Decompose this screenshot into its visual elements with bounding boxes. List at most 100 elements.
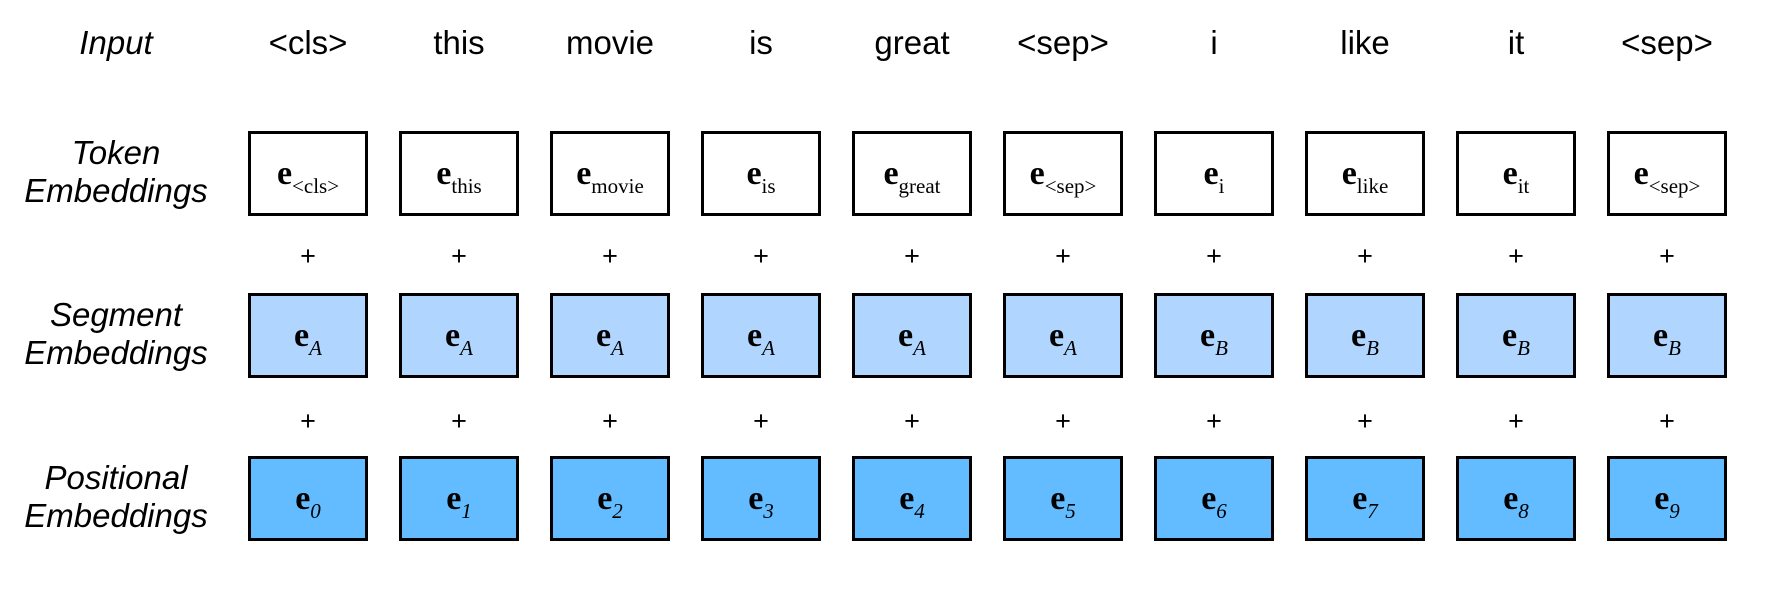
segment-embedding-symbol: e	[1049, 316, 1065, 354]
positional-embedding-subscript: 3	[763, 498, 774, 523]
positional-embedding-symbol: e	[1503, 479, 1519, 517]
plus-sign: +	[300, 241, 316, 271]
input-token: movie	[565, 24, 655, 61]
positional-embedding-box: e5	[1003, 456, 1123, 541]
segment-embedding-subscript: A	[1064, 335, 1077, 360]
segment-embedding-label: eA	[898, 316, 926, 360]
segment-embedding-symbol: e	[1653, 316, 1669, 354]
token-embedding-symbol: e	[1633, 154, 1649, 192]
plus-sign: +	[1508, 406, 1524, 436]
segment-embedding-subscript: A	[460, 335, 473, 360]
segment-embedding-symbol: e	[1351, 316, 1367, 354]
positional-embedding-box: e7	[1305, 456, 1425, 541]
positional-embedding-label: e3	[748, 479, 774, 523]
token-embedding-label: elike	[1341, 154, 1389, 198]
token-embedding-label: ethis	[436, 155, 481, 198]
positional-embedding-box: e1	[399, 456, 519, 541]
token-embedding-symbol: e	[883, 154, 899, 192]
positional-embedding-subscript: 6	[1216, 498, 1227, 523]
segment-embedding-symbol: e	[1502, 316, 1518, 354]
positional-embedding-label: e1	[446, 479, 472, 523]
positional-embedding-symbol: e	[1050, 479, 1066, 517]
plus-sign: +	[451, 406, 467, 436]
segment-embedding-box: eB	[1154, 293, 1274, 378]
input-token: it	[1507, 24, 1525, 61]
plus-sign: +	[753, 406, 769, 436]
segment-embedding-label: eA	[596, 317, 624, 360]
positional-embedding-box: e2	[550, 456, 670, 541]
positional-embedding-symbol: e	[748, 479, 764, 517]
plus-sign: +	[1357, 406, 1373, 436]
plus-sign: +	[1659, 241, 1675, 271]
segment-embedding-symbol: e	[445, 316, 461, 354]
positional-embedding-subscript: 0	[310, 498, 321, 523]
segment-embedding-box: eA	[701, 293, 821, 378]
token-embedding-box: e<sep>	[1607, 131, 1727, 216]
positional-embedding-label: e8	[1503, 479, 1529, 523]
plus-sign: +	[1206, 406, 1222, 436]
plus-sign: +	[904, 241, 920, 271]
token-embedding-subscript: great	[898, 173, 941, 198]
segment-embedding-symbol: e	[898, 316, 914, 354]
token-embedding-label: egreat	[883, 154, 940, 198]
positional-embeddings-label: Positional Embeddings	[16, 459, 216, 535]
token-embedding-box: egreat	[852, 131, 972, 216]
positional-embedding-label: e6	[1201, 480, 1227, 523]
token-embedding-box: ethis	[399, 131, 519, 216]
token-embedding-subscript: <sep>	[1044, 173, 1097, 198]
token-embedding-symbol: e	[746, 154, 762, 192]
token-embedding-box: ei	[1154, 131, 1274, 216]
token-embedding-subscript: like	[1356, 173, 1389, 198]
token-embedding-subscript: is	[761, 173, 776, 198]
positional-embedding-label: e7	[1352, 480, 1378, 523]
segment-embedding-label: eA	[445, 316, 473, 360]
positional-embedding-subscript: 5	[1065, 498, 1076, 523]
token-embedding-symbol: e	[1502, 154, 1518, 192]
segment-embedding-box: eB	[1305, 293, 1425, 378]
positional-embedding-label: e2	[597, 480, 623, 523]
segment-embedding-symbol: e	[747, 316, 763, 354]
token-embedding-box: elike	[1305, 131, 1425, 216]
positional-embedding-subscript: 1	[461, 498, 472, 523]
segment-label-line-2: Embeddings	[24, 334, 208, 371]
token-embedding-label: eis	[746, 154, 775, 198]
positional-label-line-1: Positional	[44, 459, 188, 496]
input-row-label: Input	[16, 24, 216, 62]
segment-label-line-1: Segment	[49, 296, 183, 333]
token-embedding-symbol: e	[1341, 154, 1357, 192]
segment-embedding-subscript: B	[1517, 335, 1530, 360]
positional-embedding-symbol: e	[1654, 479, 1670, 517]
segment-embedding-label: eB	[1502, 316, 1530, 360]
token-label-line-1: Token	[71, 134, 161, 171]
positional-embedding-symbol: e	[446, 479, 462, 517]
plus-sign: +	[1659, 406, 1675, 436]
input-token: <sep>	[1017, 24, 1109, 61]
segment-embedding-box: eA	[550, 293, 670, 378]
positional-embedding-label: e0	[295, 480, 321, 523]
input-token: is	[749, 24, 773, 61]
plus-sign: +	[602, 406, 618, 436]
positional-embedding-subscript: 4	[914, 498, 925, 523]
token-embedding-symbol: e	[576, 154, 592, 192]
positional-embedding-box: e9	[1607, 456, 1727, 541]
segment-embedding-box: eB	[1456, 293, 1576, 378]
plus-sign: +	[1357, 241, 1373, 271]
plus-sign: +	[300, 406, 316, 436]
positional-embedding-subscript: 2	[612, 498, 623, 523]
segment-embedding-symbol: e	[294, 316, 310, 354]
positional-embedding-label: e9	[1654, 479, 1680, 523]
plus-sign: +	[1206, 241, 1222, 271]
positional-embedding-symbol: e	[899, 479, 915, 517]
token-embedding-label: emovie	[576, 154, 644, 198]
segment-embedding-box: eA	[1003, 293, 1123, 378]
segment-embedding-subscript: A	[611, 335, 624, 360]
token-embedding-label: e<cls>	[277, 155, 339, 198]
token-embedding-symbol: e	[1203, 154, 1219, 192]
segment-embedding-label: eA	[747, 316, 775, 360]
plus-sign: +	[753, 241, 769, 271]
token-embedding-label: e<sep>	[1633, 154, 1701, 198]
token-embedding-subscript: <sep>	[1648, 173, 1701, 198]
token-embedding-subscript: it	[1517, 173, 1530, 198]
positional-embedding-subscript: 7	[1367, 498, 1378, 523]
